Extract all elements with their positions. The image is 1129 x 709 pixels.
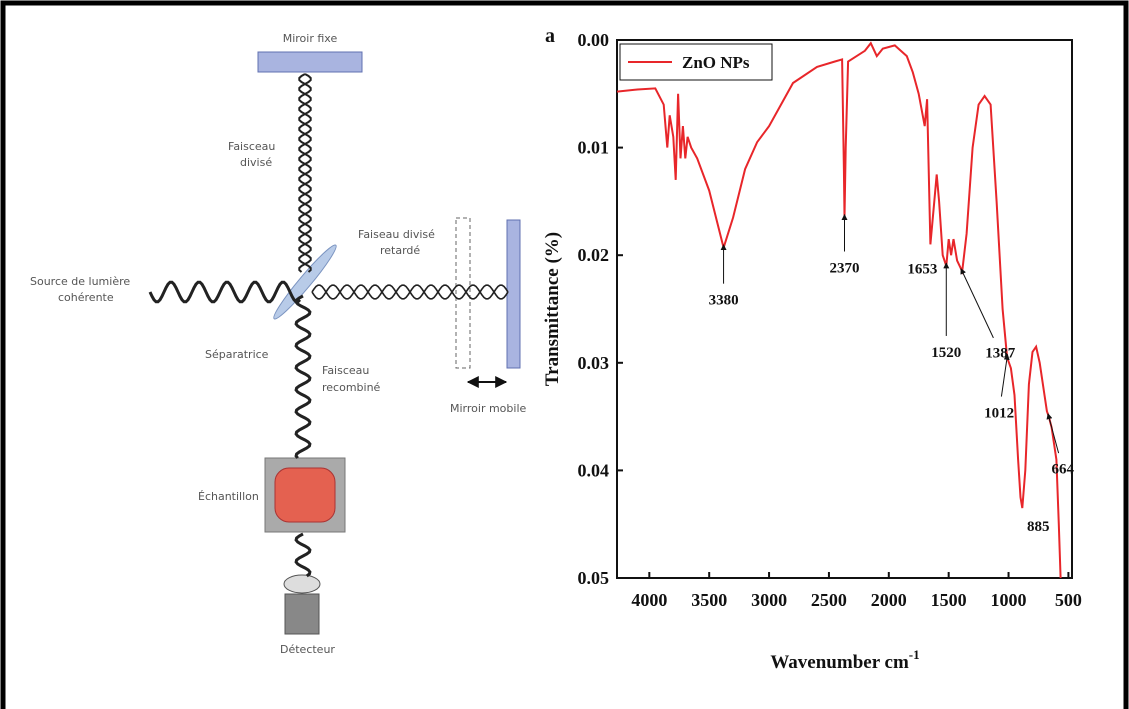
y-tick-label: 0.00 <box>578 30 610 50</box>
x-axis-label: Wavenumber cm-1 <box>770 647 919 673</box>
plot-frame <box>616 39 1073 579</box>
x-tick-label: 3500 <box>691 590 727 610</box>
beam-splitter <box>273 244 337 320</box>
line <box>616 41 1062 579</box>
wave <box>148 280 302 304</box>
x-tick-label: 2500 <box>811 590 847 610</box>
fixed-mirror <box>257 51 363 73</box>
diagram: Miroir fixe Faisceau divisé Faiseau divi… <box>30 32 527 656</box>
x-tick-label: 1000 <box>991 590 1027 610</box>
mirror-old-position <box>455 217 471 369</box>
label: Détecteur <box>280 643 335 656</box>
label: Source de lumière <box>30 275 130 288</box>
x-label-text: Wavenumber cm <box>770 652 909 673</box>
wave <box>294 532 312 578</box>
x-tick-label: 500 <box>1055 590 1082 610</box>
wave <box>294 294 312 459</box>
label: retardé <box>380 244 420 257</box>
mobile-mirror <box>506 219 521 369</box>
annotation-arrow <box>1000 353 1010 397</box>
label: cohérente <box>58 291 114 304</box>
annotation: 2370 <box>830 261 860 277</box>
detector <box>284 593 320 635</box>
y-tick-label: 0.01 <box>578 138 610 158</box>
annotation: 1653 <box>907 261 937 277</box>
annotation: 664 <box>1052 462 1075 478</box>
y-axis-label: Transmittance (%) <box>542 232 563 386</box>
x-label-sup: -1 <box>909 647 920 662</box>
y-tick-label: 0.04 <box>578 460 610 480</box>
y-tick-label: 0.05 <box>578 568 610 588</box>
wave <box>298 73 312 273</box>
wave <box>298 73 312 273</box>
label: Échantillon <box>198 490 259 503</box>
label: Faisceau <box>322 364 369 377</box>
label: divisé <box>240 156 272 169</box>
sample <box>274 467 336 523</box>
plot: a Wavenumber cm-1 Transmittance (%) ZnO … <box>542 25 1082 673</box>
legend-label: ZnO NPs <box>682 53 750 72</box>
x-tick-label: 2000 <box>871 590 907 610</box>
label: Miroir fixe <box>283 32 338 45</box>
annotation: 3380 <box>709 293 739 309</box>
x-tick-label: 1500 <box>931 590 967 610</box>
annotation: 1387 <box>985 345 1016 361</box>
label: recombiné <box>322 381 381 394</box>
y-tick-label: 0.02 <box>578 245 610 265</box>
annotation: 1520 <box>931 345 961 361</box>
label: Séparatrice <box>205 348 269 361</box>
label: Faiseau divisé <box>358 228 435 241</box>
x-tick-label: 3000 <box>751 590 787 610</box>
annotation-arrow <box>960 268 994 339</box>
detector-lens <box>283 574 321 594</box>
label: Faisceau <box>228 140 275 153</box>
annotation: 885 <box>1027 519 1050 535</box>
annotation-arrow <box>1046 413 1060 454</box>
label: Mirroir mobile <box>450 402 527 415</box>
annotation: 1012 <box>984 405 1014 421</box>
panel-label: a <box>545 25 555 47</box>
x-tick-label: 4000 <box>631 590 667 610</box>
wave <box>311 284 509 300</box>
y-tick-label: 0.03 <box>578 353 610 373</box>
